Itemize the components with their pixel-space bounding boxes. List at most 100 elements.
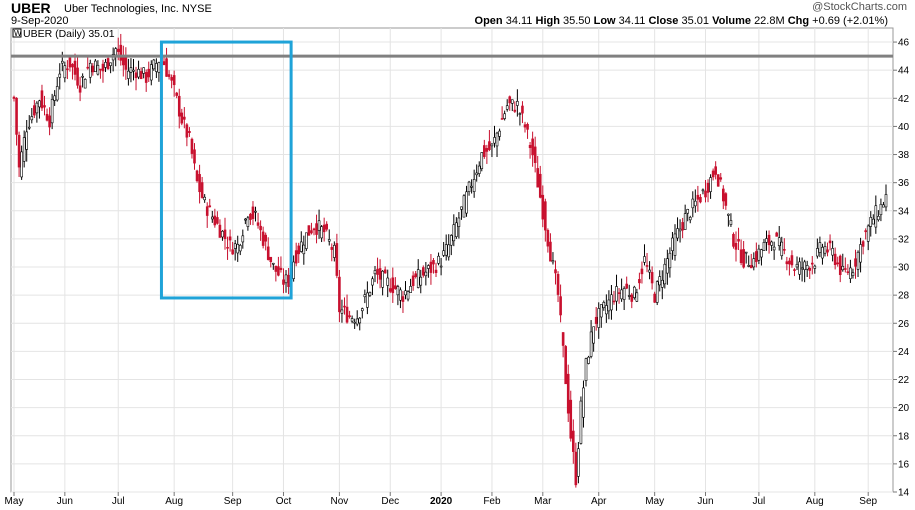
candle-body (714, 166, 717, 175)
candle-body (480, 152, 484, 169)
x-axis: May Jun Jul Aug Sep Oct Nov Dec 2020 Feb Mar Apr May… (5, 492, 878, 507)
candle-body (228, 236, 232, 241)
candle-body (816, 248, 819, 257)
candle-body (849, 267, 852, 279)
candle-body (264, 234, 267, 242)
candle-body (376, 268, 379, 275)
ohlc-readout: Open 34.11 High 35.50 Low 34.11 Close 35… (475, 15, 888, 27)
y-tick-label: 36 (898, 178, 910, 189)
candle-body (826, 249, 829, 253)
candle-body (429, 261, 433, 273)
candle-body (137, 68, 140, 78)
candle-body (183, 116, 186, 120)
candle-body (678, 228, 682, 232)
candle-body (170, 77, 173, 81)
candle-body (396, 286, 400, 296)
candle-body (104, 62, 107, 68)
candle-body (99, 68, 102, 71)
candle-body (213, 215, 217, 226)
y-tick-label: 40 (898, 122, 910, 133)
candle-body (655, 281, 659, 303)
candle-body (338, 276, 341, 313)
candle-body (877, 216, 880, 221)
candle-body (25, 131, 29, 150)
candle-body (617, 292, 621, 294)
candle-body (627, 295, 631, 297)
candle-body (510, 99, 514, 104)
candle-body (368, 292, 372, 296)
candle-body (78, 85, 82, 93)
candle-body (27, 126, 31, 129)
candle-body (231, 249, 234, 255)
candle-body (569, 399, 573, 439)
candle-body (236, 244, 240, 254)
candle-body (33, 105, 36, 116)
candle-body (793, 269, 796, 271)
candle-body (360, 308, 364, 312)
candle-body (455, 222, 458, 238)
candle-body (333, 245, 336, 258)
candle-body (12, 96, 16, 99)
candle-body (673, 233, 677, 256)
candle-body (544, 201, 547, 231)
candle-body (101, 63, 105, 72)
candle-body (157, 62, 161, 73)
candle-body (165, 58, 168, 77)
candle-body (144, 72, 148, 83)
candle-body (282, 279, 285, 285)
x-tick-label: Aug (806, 496, 824, 507)
candle-body (630, 294, 634, 302)
x-tick-label: Mar (534, 496, 552, 507)
candle-body (22, 137, 26, 162)
candle-body (142, 67, 145, 74)
candle-body (96, 64, 100, 75)
candle-body (147, 68, 151, 78)
candle-body (513, 109, 517, 112)
candle-body (394, 285, 397, 289)
candle-body (495, 132, 499, 147)
candle-body (640, 268, 644, 275)
x-tick-label: Sep (224, 496, 242, 507)
candle-body (805, 265, 809, 270)
candle-body (561, 332, 565, 346)
candle-body (605, 305, 608, 315)
candle-body (432, 260, 435, 265)
candle-body (694, 200, 697, 207)
candle-body (716, 174, 720, 187)
candle-body (686, 209, 690, 214)
y-tick-label: 16 (898, 459, 910, 470)
candle-body (833, 253, 837, 266)
candle-body (645, 265, 649, 267)
candle-body (620, 289, 623, 300)
candle-body (55, 86, 59, 101)
x-tick-label: Apr (591, 496, 607, 507)
candle-body (780, 241, 784, 257)
y-tick-label: 28 (898, 291, 910, 302)
candle-body (503, 113, 506, 119)
candle-body (533, 146, 537, 163)
candle-body (449, 235, 453, 246)
candle-body (132, 69, 135, 72)
x-tick-label: 2020 (430, 496, 453, 507)
candle-body (676, 228, 679, 239)
candle-body (483, 145, 486, 157)
candle-body (734, 242, 738, 250)
candle-body (190, 138, 194, 154)
candle-body (612, 300, 616, 303)
candle-body (307, 225, 311, 236)
candle-body (205, 206, 209, 216)
candle-body (177, 95, 181, 117)
candle-body (846, 271, 850, 274)
candle-body (572, 430, 575, 452)
candle-body (737, 239, 740, 242)
candle-body (355, 318, 359, 325)
candle-body (721, 188, 725, 202)
candle-body (742, 249, 745, 268)
candle-body (574, 451, 578, 486)
candle-body (866, 225, 870, 242)
candle-body (223, 229, 227, 239)
candle-body (246, 217, 250, 227)
candle-body (589, 331, 593, 357)
candle-body (35, 102, 39, 114)
candle-body (874, 205, 878, 228)
